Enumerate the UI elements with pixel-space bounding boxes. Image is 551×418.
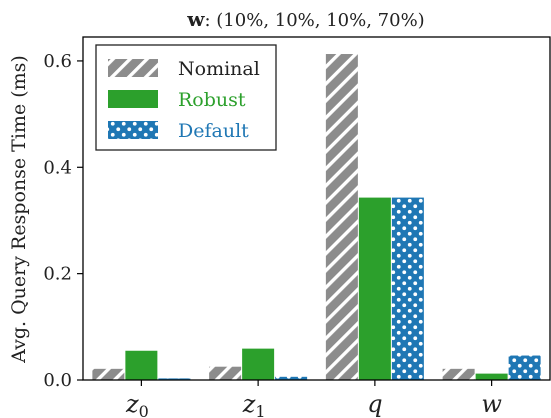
legend-label-robust: Robust [178,89,246,111]
bars-group [92,54,541,380]
bar-robust-2 [358,197,391,380]
chart-title: w: (10%, 10%, 10%, 70%) [186,7,424,31]
bar-robust-1 [242,348,275,380]
bar-nominal-0 [92,368,125,380]
legend-label-nominal: Nominal [178,58,260,80]
y-tick-label: 0.0 [43,370,72,391]
y-tick-label: 0.4 [43,157,72,178]
legend: Nominal Robust Default [95,44,277,151]
bar-nominal-1 [209,366,242,380]
bar-default-3 [508,355,541,380]
legend-swatch-default [108,121,158,139]
chart-title-rest: : (10%, 10%, 10%, 70%) [205,10,425,31]
x-tick-label: w [481,390,502,418]
bar-robust-0 [125,350,158,380]
bar-robust-3 [475,373,508,380]
legend-swatch-robust [108,90,158,108]
y-tick-label: 0.6 [43,51,72,72]
plot-frame [82,36,551,381]
bar-default-0 [158,378,191,380]
x-tick-label: z0 [125,390,149,418]
x-ticks-group: z0 z1 q w [125,380,502,418]
bar-nominal-3 [442,368,475,380]
bar-default-1 [275,376,308,380]
legend-label-default: Default [178,120,249,142]
legend-swatch-nominal [108,59,158,77]
chart-title-bold: w [186,7,205,31]
x-tick-label: z1 [242,390,266,418]
x-tick-label: q [367,390,382,418]
y-ticks-group: 0.0 0.2 0.4 0.6 [43,51,83,391]
y-tick-label: 0.2 [43,264,72,285]
bar-default-2 [391,197,424,380]
bar-nominal-2 [325,54,358,380]
y-axis-label: Avg. Query Response Time (ms) [8,55,30,364]
